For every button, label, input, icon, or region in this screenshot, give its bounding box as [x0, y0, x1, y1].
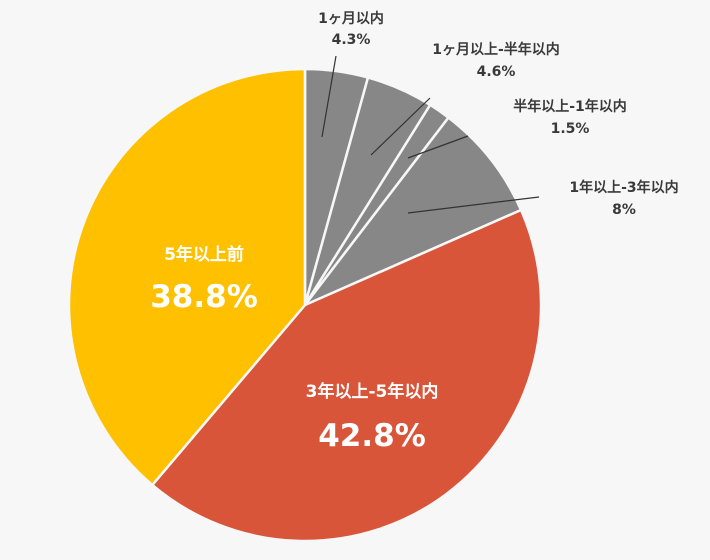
leader-line-s0	[321, 55, 337, 138]
label-s1-value: 4.6%	[477, 64, 516, 80]
leader-line-s1	[370, 97, 431, 156]
label-s2-name: 半年以上-1年以内	[513, 98, 627, 115]
label-s1-name: 1ヶ月以上-半年以内	[432, 41, 560, 58]
label-s3-value: 8%	[612, 202, 636, 218]
label-s0-name: 1ヶ月以内	[318, 10, 384, 27]
label-s0-value: 4.3%	[332, 32, 371, 48]
label-s4-name: 3年以上-5年以内	[306, 381, 439, 402]
label-s5-value: 38.8%	[150, 279, 258, 315]
label-s5-name: 5年以上前	[164, 244, 244, 265]
slice-5-years-or-more[interactable]	[67, 67, 307, 487]
label-s2-value: 1.5%	[551, 121, 590, 137]
label-s4-value: 42.8%	[318, 418, 426, 454]
slice-3-years-to-5-years[interactable]	[151, 208, 543, 543]
label-s3-name: 1年以上-3年以内	[569, 179, 678, 196]
leader-line-s2	[407, 135, 469, 159]
slice-1-year-to-3-years[interactable]	[303, 116, 523, 307]
leader-line-s3	[407, 196, 540, 214]
